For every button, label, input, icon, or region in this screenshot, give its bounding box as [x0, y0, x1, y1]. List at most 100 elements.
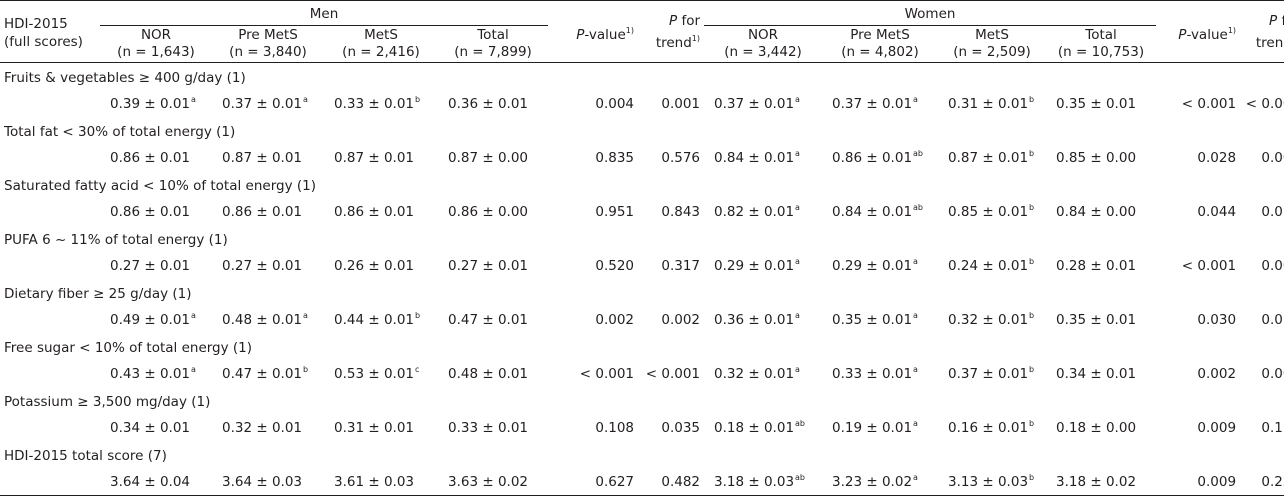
- col-group-n: (n = 10,753): [1057, 44, 1145, 60]
- mean-se: 0.33 ± 0.01: [832, 365, 913, 382]
- col-group-name: NOR: [747, 27, 779, 43]
- women-col-header: Total (n = 10,753): [1046, 26, 1156, 63]
- spacer-cell: [0, 144, 100, 171]
- pvalue-italic: P: [576, 26, 585, 43]
- men-col-header: NOR (n = 1,643): [100, 26, 212, 63]
- value-cell: 0.47 ± 0.01b: [212, 360, 324, 387]
- mean-se: 0.87 ± 0.01: [948, 149, 1029, 166]
- value-cell: 0.84 ± 0.01a: [704, 144, 822, 171]
- mean-se: 0.84 ± 0.00: [1056, 203, 1137, 220]
- men-ptrend-header: P for trend1): [638, 0, 705, 62]
- col-group-n: (n = 4,802): [841, 44, 919, 60]
- men-ptrend: < 0.001: [645, 365, 701, 382]
- ptrend-italic: P: [669, 13, 678, 29]
- mean-se: 0.32 ± 0.01: [948, 311, 1029, 328]
- women-pvalue: 0.044: [1197, 203, 1237, 220]
- men-col-header: Total (n = 7,899): [438, 26, 548, 63]
- mean-se: 0.33 ± 0.01: [334, 95, 415, 112]
- significance-letter: b: [415, 94, 421, 104]
- mean-se: 0.82 ± 0.01: [714, 203, 795, 220]
- ptrend-text: for: [677, 13, 701, 29]
- mean-se: 0.28 ± 0.01: [1056, 257, 1137, 274]
- significance-letter: b: [1029, 94, 1035, 104]
- value-cell: 0.33 ± 0.01: [438, 414, 548, 441]
- significance-letter: b: [415, 310, 421, 320]
- mean-se: 0.86 ± 0.01: [222, 203, 303, 220]
- significance-letter: ab: [913, 202, 924, 212]
- women-ptrend-header: P for trend1): [1240, 0, 1284, 62]
- women-ptrend: 0.013: [1261, 311, 1284, 328]
- value-cell: 0.26 ± 0.01: [324, 252, 438, 279]
- women-pvalue: 0.030: [1197, 311, 1237, 328]
- table-row: 0.34 ± 0.01 0.32 ± 0.01 0.31 ± 0.01 0.33 ± …: [0, 414, 1284, 441]
- significance-letter: a: [303, 310, 308, 320]
- spacer-cell: [0, 252, 100, 279]
- spacer-cell: [0, 360, 100, 387]
- significance-letter: b: [1029, 202, 1035, 212]
- mean-se: 0.87 ± 0.01: [334, 149, 415, 166]
- category-label: Potassium ≥ 3,500 mg/day (1): [4, 393, 211, 410]
- col-group-name: Pre MetS: [238, 27, 298, 43]
- category-label: PUFA 6 ~ 11% of total energy (1): [4, 231, 228, 248]
- col-group-name: MetS: [364, 27, 398, 43]
- mean-se: 0.18 ± 0.01: [714, 419, 795, 436]
- col-group-n: (n = 2,509): [953, 44, 1031, 60]
- significance-letter: b: [1029, 256, 1035, 266]
- men-pvalue: 0.520: [595, 257, 635, 274]
- value-cell: 0.18 ± 0.00: [1046, 414, 1156, 441]
- col-group-n: (n = 3,840): [229, 44, 307, 60]
- men-ptrend: 0.035: [661, 419, 701, 436]
- col-group-name: Total: [477, 27, 509, 43]
- significance-letter: a: [191, 310, 196, 320]
- col-group-n: (n = 3,442): [724, 44, 802, 60]
- value-cell: 0.37 ± 0.01a: [212, 90, 324, 117]
- header-rule-row: [0, 62, 1284, 63]
- significance-letter: b: [1029, 472, 1035, 482]
- mean-se: 0.35 ± 0.01: [1056, 95, 1137, 112]
- significance-letter: a: [795, 202, 800, 212]
- table-row: 0.86 ± 0.01 0.86 ± 0.01 0.86 ± 0.01 0.86 ± …: [0, 198, 1284, 225]
- mean-se: 0.86 ± 0.01: [110, 203, 191, 220]
- value-cell: 0.34 ± 0.01: [1046, 360, 1156, 387]
- mean-se: 0.26 ± 0.01: [334, 257, 415, 274]
- value-cell: 0.35 ± 0.01: [1046, 306, 1156, 333]
- mean-se: 0.48 ± 0.01: [222, 311, 303, 328]
- mean-se: 0.86 ± 0.01: [832, 149, 913, 166]
- men-group-header: Men: [100, 0, 549, 26]
- women-ptrend: 0.013: [1261, 203, 1284, 220]
- mean-se: 0.87 ± 0.00: [448, 149, 529, 166]
- mean-se: 0.29 ± 0.01: [714, 257, 795, 274]
- ptrend-line2: trend: [655, 35, 692, 51]
- mean-se: 0.16 ± 0.01: [948, 419, 1029, 436]
- col-group-name: Pre MetS: [850, 27, 910, 43]
- value-cell: 0.16 ± 0.01b: [938, 414, 1046, 441]
- category-label: Saturated fatty acid < 10% of total ener…: [4, 177, 316, 194]
- mean-se: 0.35 ± 0.01: [1056, 311, 1137, 328]
- mean-se: 0.87 ± 0.01: [222, 149, 303, 166]
- spacer-cell: [0, 90, 100, 117]
- category-row: Free sugar < 10% of total energy (1): [0, 333, 1284, 360]
- mean-se: 0.84 ± 0.01: [714, 149, 795, 166]
- mean-se: 0.27 ± 0.01: [222, 257, 303, 274]
- significance-letter: a: [795, 256, 800, 266]
- men-pvalue: < 0.001: [579, 365, 635, 382]
- value-cell: 0.82 ± 0.01a: [704, 198, 822, 225]
- value-cell: 0.32 ± 0.01a: [704, 360, 822, 387]
- mean-se: 0.84 ± 0.01: [832, 203, 913, 220]
- value-cell: 0.86 ± 0.00: [438, 198, 548, 225]
- men-col-header: Pre MetS (n = 3,840): [212, 26, 324, 63]
- mean-se: 0.24 ± 0.01: [948, 257, 1029, 274]
- significance-letter: a: [795, 148, 800, 158]
- category-label: Fruits & vegetables ≥ 400 g/day (1): [4, 69, 246, 86]
- col-group-name: Total: [1085, 27, 1117, 43]
- mean-se: 0.19 ± 0.01: [832, 419, 913, 436]
- value-cell: 0.33 ± 0.01b: [324, 90, 438, 117]
- value-cell: 0.87 ± 0.00: [438, 144, 548, 171]
- significance-letter: a: [913, 94, 918, 104]
- col-group-n: (n = 1,643): [117, 44, 195, 60]
- ptrend-line2: trend: [1255, 35, 1284, 51]
- mean-se: 0.27 ± 0.01: [110, 257, 191, 274]
- spacer-cell: [0, 198, 100, 225]
- category-row: HDI-2015 total score (7): [0, 441, 1284, 468]
